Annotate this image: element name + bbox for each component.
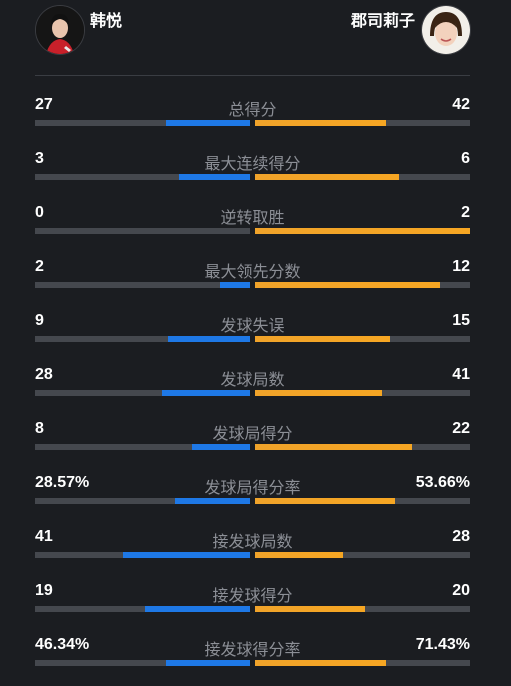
stat-row: 27 总得分 42 — [35, 96, 470, 146]
stat-left-bar — [35, 282, 250, 288]
stat-left-fill — [166, 660, 250, 666]
stat-right-bar — [255, 498, 470, 504]
stat-right-fill — [255, 552, 344, 558]
stat-left-fill — [166, 120, 250, 126]
stat-row: 19 接发球得分 20 — [35, 582, 470, 632]
stat-row: 3 最大连续得分 6 — [35, 150, 470, 200]
stat-right-fill — [255, 228, 470, 234]
stat-right-bar — [255, 552, 470, 558]
stat-right-value: 2 — [461, 204, 470, 221]
player-right-name: 郡司莉子 — [350, 11, 415, 30]
stat-right-value: 42 — [452, 96, 470, 113]
stat-left-value: 27 — [35, 96, 53, 113]
player-left-name: 韩悦 — [90, 11, 123, 30]
stat-right-value: 28 — [452, 528, 470, 545]
stat-left-value: 28 — [35, 366, 53, 383]
stat-row: 2 最大领先分数 12 — [35, 258, 470, 308]
stat-label: 接发球得分率 — [204, 640, 301, 659]
stat-row: 41 接发球局数 28 — [35, 528, 470, 578]
player-left-photo — [36, 6, 84, 54]
stat-right-bar — [255, 606, 470, 612]
stat-right-fill — [255, 120, 387, 126]
stat-left-bar — [35, 228, 250, 234]
stat-left-fill — [191, 444, 250, 450]
stat-left-fill — [179, 174, 250, 180]
stat-right-fill — [255, 390, 382, 396]
stat-right-fill — [255, 498, 395, 504]
stat-right-bar — [255, 120, 470, 126]
stat-right-value: 15 — [452, 312, 470, 329]
stat-right-value: 12 — [452, 258, 470, 275]
stat-left-bar — [35, 660, 250, 666]
stat-left-bar — [35, 498, 250, 504]
stat-left-value: 8 — [35, 420, 44, 437]
stat-left-value: 41 — [35, 528, 53, 545]
stat-right-bar — [255, 660, 470, 666]
stat-right-value: 20 — [452, 582, 470, 599]
match-header: 韩悦 郡司莉子 — [0, 0, 511, 60]
stat-row: 28 发球局数 41 — [35, 366, 470, 416]
stat-left-bar — [35, 174, 250, 180]
stat-right-bar — [255, 444, 470, 450]
stat-right-value: 53.66% — [415, 474, 470, 491]
stat-left-value: 3 — [35, 150, 44, 167]
stat-row: 0 逆转取胜 2 — [35, 204, 470, 254]
stat-left-fill — [168, 336, 250, 342]
stat-row: 9 发球失误 15 — [35, 312, 470, 362]
stat-right-fill — [255, 444, 412, 450]
stat-left-bar — [35, 606, 250, 612]
stat-right-fill — [255, 660, 387, 666]
stat-right-value: 6 — [461, 150, 470, 167]
player-left-avatar[interactable] — [35, 5, 85, 55]
stat-right-bar — [255, 228, 470, 234]
stat-right-bar — [255, 282, 470, 288]
stat-left-value: 28.57% — [35, 474, 90, 491]
stat-right-fill — [255, 174, 400, 180]
stat-right-bar — [255, 390, 470, 396]
stat-left-value: 0 — [35, 204, 44, 221]
stat-right-fill — [255, 606, 365, 612]
stat-left-value: 46.34% — [35, 636, 90, 653]
stat-left-bar — [35, 336, 250, 342]
stat-left-bar — [35, 444, 250, 450]
stat-right-value: 41 — [452, 366, 470, 383]
stat-right-value: 71.43% — [415, 636, 470, 653]
stat-row: 46.34% 接发球得分率 71.43% — [35, 636, 470, 686]
stat-label: 发球局数 — [220, 370, 285, 389]
stat-row: 8 发球局得分 22 — [35, 420, 470, 470]
stat-label: 总得分 — [228, 100, 277, 119]
header-divider — [35, 75, 470, 76]
stat-label: 最大领先分数 — [204, 262, 301, 281]
stat-left-fill — [174, 498, 250, 504]
player-right-photo — [422, 6, 470, 54]
stat-label: 发球局得分率 — [204, 478, 301, 497]
stat-label: 最大连续得分 — [204, 154, 301, 173]
stat-row: 28.57% 发球局得分率 53.66% — [35, 474, 470, 524]
stat-left-bar — [35, 120, 250, 126]
stat-left-value: 2 — [35, 258, 44, 275]
stat-label: 发球局得分 — [212, 424, 293, 443]
stat-right-value: 22 — [452, 420, 470, 437]
stat-left-fill — [161, 390, 250, 396]
stat-left-fill — [144, 606, 250, 612]
stat-left-bar — [35, 552, 250, 558]
stat-left-value: 19 — [35, 582, 53, 599]
stat-left-bar — [35, 390, 250, 396]
stat-label: 逆转取胜 — [220, 208, 285, 227]
stat-label: 接发球局数 — [212, 532, 293, 551]
stat-left-value: 9 — [35, 312, 44, 329]
stat-right-fill — [255, 282, 440, 288]
stat-right-bar — [255, 174, 470, 180]
player-right-avatar[interactable] — [421, 5, 471, 55]
stat-left-fill — [219, 282, 250, 288]
stat-label: 发球失误 — [220, 316, 285, 335]
stat-left-fill — [123, 552, 250, 558]
stat-right-bar — [255, 336, 470, 342]
stat-label: 接发球得分 — [212, 586, 293, 605]
stat-right-fill — [255, 336, 391, 342]
